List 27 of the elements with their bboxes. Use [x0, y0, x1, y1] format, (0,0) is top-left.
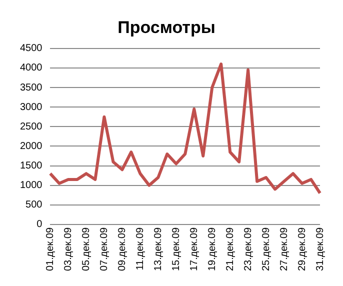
y-tick-label: 3000	[20, 102, 43, 113]
x-tick-label: 27.дек.09	[278, 226, 290, 272]
y-tick-label: 4000	[20, 62, 43, 74]
x-tick-label: 17.дек.09	[188, 226, 200, 272]
x-tick-label: 23.дек.09	[242, 226, 254, 272]
chart-title: Просмотры	[118, 18, 216, 37]
x-tick-label: 21.дек.09	[224, 226, 236, 272]
y-tick-label: 4500	[20, 43, 43, 54]
x-tick-label: 05.дек.09	[80, 226, 92, 272]
x-tick-label: 29.дек.09	[296, 226, 308, 272]
x-tick-label: 31.дек.09	[314, 226, 326, 272]
y-tick-label: 3500	[20, 82, 43, 94]
x-tick-label: 09.дек.09	[116, 226, 128, 272]
y-tick-label: 1500	[20, 160, 43, 172]
y-tick-label: 2000	[20, 140, 43, 152]
x-tick-label: 01.дек.09	[44, 226, 56, 272]
x-tick-label: 07.дек.09	[98, 226, 110, 272]
y-tick-label: 500	[26, 200, 43, 211]
x-tick-label: 03.дек.09	[62, 226, 74, 272]
x-tick-label: 11.дек.09	[134, 227, 146, 270]
y-tick-label: 2500	[20, 121, 43, 132]
x-tick-label: 15.дек.09	[170, 226, 182, 272]
y-tick-label: 0	[36, 219, 43, 230]
y-tick-label: 1000	[20, 180, 43, 192]
x-tick-label: 19.дек.09	[206, 226, 218, 272]
x-tick-label: 25.дек.09	[260, 226, 272, 272]
x-tick-label: 13.дек.09	[152, 226, 164, 272]
